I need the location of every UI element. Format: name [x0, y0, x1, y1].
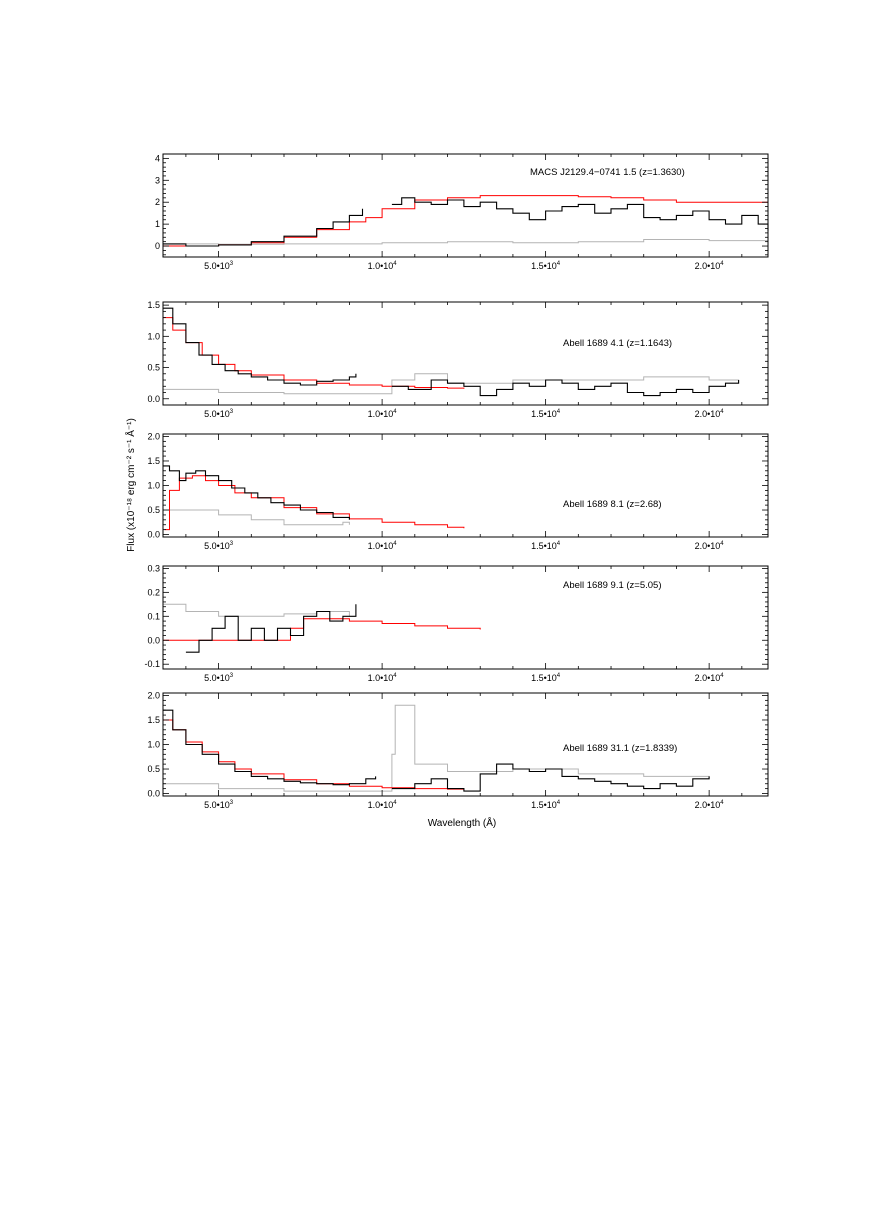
- x-tick-exponent: 4: [557, 409, 561, 415]
- observed-spectrum-line: [391, 379, 740, 397]
- y-tick-label: 0.5: [147, 505, 160, 515]
- x-tick-exponent: 4: [557, 800, 561, 806]
- x-tick-exponent: 4: [393, 541, 397, 547]
- x-tick-label: 1.5•104: [531, 673, 561, 683]
- x-tick-exponent: 4: [720, 261, 724, 267]
- y-tick-label: 1.0: [147, 481, 160, 491]
- x-tick-label: 1.5•104: [531, 409, 561, 419]
- panel-label: Abell 1689 8.1 (z=2.68): [563, 499, 662, 510]
- panel-frame: [162, 433, 769, 538]
- y-tick-label: 2: [155, 197, 160, 207]
- error-spectrum-line: [163, 603, 350, 617]
- x-tick-label: 2.0•104: [695, 673, 725, 683]
- x-axis-label: Wavelength (Å): [428, 816, 497, 829]
- x-tick-exponent: 4: [720, 409, 724, 415]
- y-tick-label: 2.0: [147, 690, 160, 700]
- error-spectrum-line: [163, 373, 740, 395]
- y-tick-label: 1.5: [147, 300, 160, 310]
- panel-frame: [162, 301, 769, 406]
- x-tick-label: 1.5•104: [531, 541, 561, 551]
- y-tick-label: 1: [155, 219, 160, 229]
- x-tick-exponent: 4: [393, 409, 397, 415]
- x-tick-exponent: 4: [393, 673, 397, 679]
- observed-spectrum-line: [163, 709, 377, 786]
- x-tick-exponent: 3: [230, 261, 234, 267]
- x-tick-exponent: 3: [230, 800, 234, 806]
- x-tick-exponent: 3: [230, 409, 234, 415]
- x-tick-exponent: 4: [720, 673, 724, 679]
- error-spectrum-line: [163, 704, 710, 792]
- y-tick-label: 4: [155, 153, 160, 163]
- x-tick-exponent: 4: [720, 800, 724, 806]
- x-tick-label: 5.0•103: [204, 541, 234, 551]
- panel-label: MACS J2129.4−0741 1.5 (z=1.3630): [530, 167, 685, 178]
- y-tick-label: 1.0: [147, 740, 160, 750]
- observed-spectrum-line: [391, 763, 710, 792]
- y-tick-label: 0.1: [147, 611, 160, 621]
- x-tick-exponent: 4: [720, 541, 724, 547]
- panel-label: Abell 1689 9.1 (z=5.05): [563, 580, 662, 591]
- model-spectrum-line: [163, 195, 769, 247]
- x-tick-exponent: 4: [557, 261, 561, 267]
- x-tick-exponent: 4: [393, 800, 397, 806]
- x-tick-label: 1.5•104: [531, 800, 561, 810]
- y-tick-label: 0.0: [147, 530, 160, 540]
- y-tick-label: 0.5: [147, 363, 160, 373]
- y-tick-label: 1.5: [147, 456, 160, 466]
- y-tick-label: 0.2: [147, 587, 160, 597]
- x-tick-label: 2.0•104: [695, 541, 725, 551]
- observed-spectrum-line: [163, 465, 350, 520]
- error-spectrum-line: [163, 509, 350, 526]
- x-tick-label: 5.0•103: [204, 261, 234, 271]
- y-axis-label: Flux (x10⁻¹⁸ erg cm⁻² s⁻¹ Å⁻¹): [124, 418, 137, 552]
- y-tick-label: -0.1: [144, 659, 160, 669]
- y-tick-label: 3: [155, 175, 160, 185]
- panel-3: 5.0•103 1.0•104 1.5•104 2.0•104 0.0 0.5 1.0 1.5…: [147, 431, 769, 551]
- x-tick-label: 5.0•103: [204, 800, 234, 810]
- x-tick-label: 2.0•104: [695, 800, 725, 810]
- x-tick-label: 1.0•104: [368, 673, 398, 683]
- x-tick-label: 5.0•103: [204, 673, 234, 683]
- model-spectrum-line: [163, 618, 481, 641]
- x-tick-exponent: 4: [557, 673, 561, 679]
- panel-5: 5.0•103 1.0•104 1.5•104 2.0•104 0.0 0.5 1.0 1.5…: [147, 690, 769, 810]
- y-tick-label: 0.3: [147, 563, 160, 573]
- panel-1: 5.0•103 1.0•104 1.5•104 2.0•104 0 1 2 3 4 MACS J2…: [155, 153, 769, 271]
- y-tick-label: 0.0: [147, 394, 160, 404]
- x-tick-exponent: 3: [230, 673, 234, 679]
- x-tick-label: 1.0•104: [368, 409, 398, 419]
- panel-frame: [162, 565, 769, 670]
- y-tick-label: 0: [155, 241, 160, 251]
- x-tick-label: 1.0•104: [368, 261, 398, 271]
- observed-spectrum-line: [185, 604, 357, 653]
- panel-label: Abell 1689 4.1 (z=1.1643): [563, 338, 672, 349]
- y-tick-label: 0.0: [147, 635, 160, 645]
- observed-spectrum-line: [163, 307, 357, 386]
- observed-spectrum-line: [163, 208, 364, 247]
- x-tick-label: 1.0•104: [368, 541, 398, 551]
- model-spectrum-line: [163, 317, 465, 389]
- x-tick-label: 2.0•104: [695, 261, 725, 271]
- panel-2: 5.0•103 1.0•104 1.5•104 2.0•104 0.0 0.5 1.0 1.5…: [147, 300, 769, 419]
- y-tick-label: 0.0: [147, 789, 160, 799]
- x-tick-exponent: 3: [230, 541, 234, 547]
- x-tick-exponent: 4: [557, 541, 561, 547]
- x-tick-label: 1.5•104: [531, 261, 561, 271]
- error-spectrum-line: [163, 238, 769, 245]
- y-tick-label: 1.0: [147, 331, 160, 341]
- x-tick-label: 5.0•103: [204, 409, 234, 419]
- y-tick-label: 1.5: [147, 715, 160, 725]
- panels: 5.0•103 1.0•104 1.5•104 2.0•104 0 1 2 3 4 MACS J2…: [144, 153, 769, 810]
- observed-spectrum-line: [391, 197, 769, 231]
- y-tick-label: 2.0: [147, 431, 160, 441]
- x-tick-label: 1.0•104: [368, 800, 398, 810]
- x-tick-label: 2.0•104: [695, 409, 725, 419]
- x-tick-exponent: 4: [393, 261, 397, 267]
- panel-4: 5.0•103 1.0•104 1.5•104 2.0•104 -0.1 0.0 0.1 0.…: [144, 563, 769, 683]
- y-tick-label: 0.5: [147, 764, 160, 774]
- panel-label: Abell 1689 31.1 (z=1.8339): [563, 743, 677, 754]
- panel-frame: [162, 153, 769, 258]
- model-spectrum-line: [164, 475, 465, 531]
